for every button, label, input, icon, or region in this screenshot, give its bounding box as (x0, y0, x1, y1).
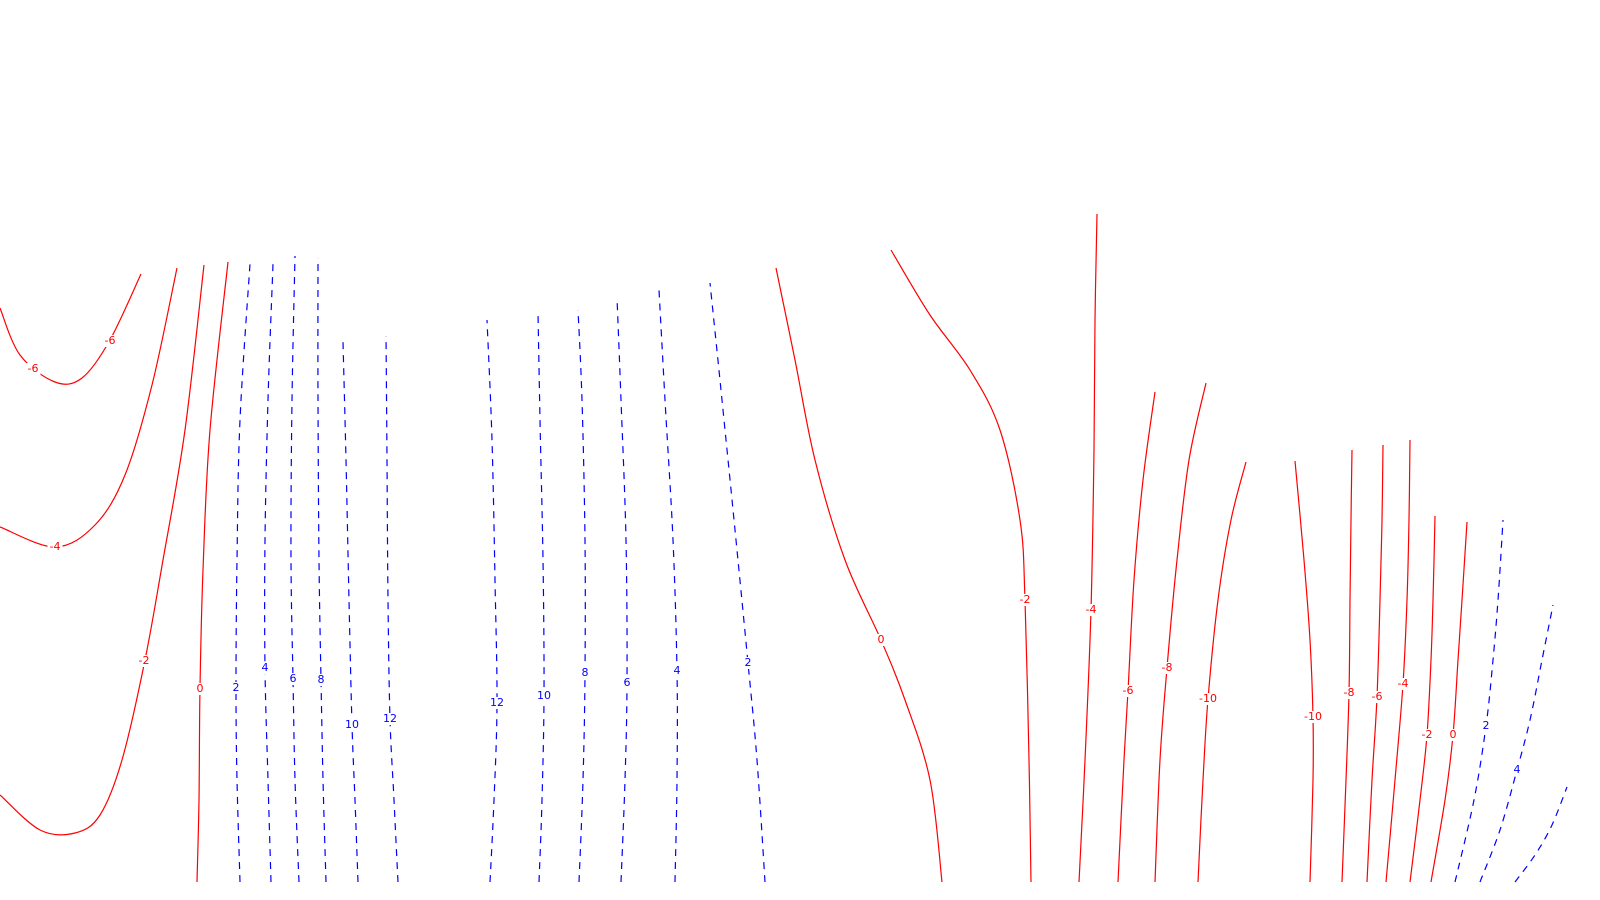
contour-label-bg (1302, 711, 1324, 723)
contour-label: 4 (262, 661, 269, 674)
contour-label: 2 (233, 681, 240, 694)
contour-label: 6 (624, 676, 631, 689)
contour-label: 12 (383, 712, 397, 725)
contour-label-bg (102, 335, 118, 347)
contour-line-6 (290, 255, 300, 883)
contour-label-bg (1159, 662, 1175, 674)
contour-label: 0 (1450, 728, 1457, 741)
contour-line-29 (1479, 604, 1554, 883)
contour-label-bg (195, 683, 205, 695)
contour-label: 0 (197, 682, 204, 695)
contour-line-4 (235, 263, 251, 883)
contour-label: -6 (28, 362, 39, 375)
contour-line-8 (342, 341, 359, 883)
contour-line-15 (709, 282, 766, 883)
contour-line-20 (1154, 382, 1207, 883)
contour-label: 8 (318, 673, 325, 686)
contour-label-bg (1083, 604, 1099, 616)
contour-line-11 (537, 311, 545, 883)
contour-line-28 (1454, 519, 1504, 883)
contour-label-bg (344, 719, 360, 731)
contour-line-13 (616, 297, 628, 883)
contour-label-bg (136, 655, 152, 667)
contour-label-bg (489, 697, 505, 709)
contour-label-bg (25, 363, 41, 375)
contour-label: -2 (1020, 593, 1031, 606)
contour-line-17 (890, 249, 1032, 883)
contour-label: -10 (1199, 692, 1217, 705)
contour-label-bg (743, 657, 753, 669)
contour-label: -2 (1422, 728, 1433, 741)
contour-label: 0 (878, 633, 885, 646)
contour-line-0 (0, 273, 142, 385)
contour-line-21 (1197, 461, 1247, 883)
contour-label: -8 (1344, 686, 1355, 699)
contour-label: -4 (1086, 603, 1097, 616)
contour-label-bg (288, 673, 298, 685)
contour-label-bg (316, 674, 326, 686)
contour-label: -6 (1123, 684, 1134, 697)
contour-label: -4 (1398, 677, 1409, 690)
contour-label-bg (1512, 764, 1522, 776)
contour-label: -10 (1304, 710, 1322, 723)
contour-label-bg (1197, 693, 1219, 705)
contour-label-bg (1120, 685, 1136, 697)
contour-label-bg (47, 541, 63, 553)
contour-line-25 (1385, 439, 1411, 883)
contour-line-7 (317, 257, 327, 883)
contour-line-14 (658, 289, 678, 883)
contour-label-bg (876, 634, 886, 646)
contour-label: -6 (105, 334, 116, 347)
contour-line-3 (196, 261, 229, 883)
contour-label: 10 (537, 689, 551, 702)
contour-line-23 (1341, 449, 1353, 883)
contour-label-bg (536, 690, 552, 702)
contour-line-19 (1117, 391, 1156, 883)
contour-label-bg (1419, 729, 1435, 741)
contour-label: 10 (345, 718, 359, 731)
contour-line-1 (0, 267, 178, 548)
contour-line-12 (577, 309, 586, 883)
contour-label-bg (1341, 687, 1357, 699)
contour-label: 6 (290, 672, 297, 685)
contour-line-16 (775, 267, 943, 883)
contour-label-bg (260, 662, 270, 674)
contour-label-bg (580, 667, 590, 679)
contour-label-bg (1369, 691, 1385, 703)
contour-label: 4 (1514, 763, 1521, 776)
contour-label-bg (1395, 678, 1411, 690)
contour-label: -4 (50, 540, 61, 553)
contour-line-27 (1430, 521, 1468, 883)
contour-label: -2 (139, 654, 150, 667)
contour-line-26 (1409, 515, 1436, 883)
contour-label-bg (1481, 720, 1491, 732)
contour-label-bg (1448, 729, 1458, 741)
contour-line-10 (486, 319, 498, 883)
contour-label: 12 (490, 696, 504, 709)
contour-line-18 (1078, 213, 1098, 883)
contour-label-bg (231, 682, 241, 694)
contour-label: -6 (1372, 690, 1383, 703)
contour-label: -8 (1162, 661, 1173, 674)
contour-label-bg (382, 713, 398, 725)
contour-label: 4 (674, 664, 681, 677)
contour-label-bg (622, 677, 632, 689)
contour-line-5 (264, 263, 274, 883)
contour-line-30 (1514, 786, 1568, 883)
contour-line-2 (0, 264, 205, 836)
contour-label: 2 (745, 656, 752, 669)
contour-label: 8 (582, 666, 589, 679)
contour-label-bg (1017, 594, 1033, 606)
contour-labels: -6 -6 -4 -2 0 2 4 6 8 10 12 12 10 8 6 4 2 0 -2 -4 -6 -8 -10 -10… (25, 334, 1522, 776)
contour-label-bg (672, 665, 682, 677)
contour-lines (0, 213, 1568, 883)
contour-line-22 (1294, 460, 1314, 883)
contour-line-9 (385, 335, 399, 883)
contour-line-24 (1366, 444, 1384, 883)
contour-label: 2 (1483, 719, 1490, 732)
